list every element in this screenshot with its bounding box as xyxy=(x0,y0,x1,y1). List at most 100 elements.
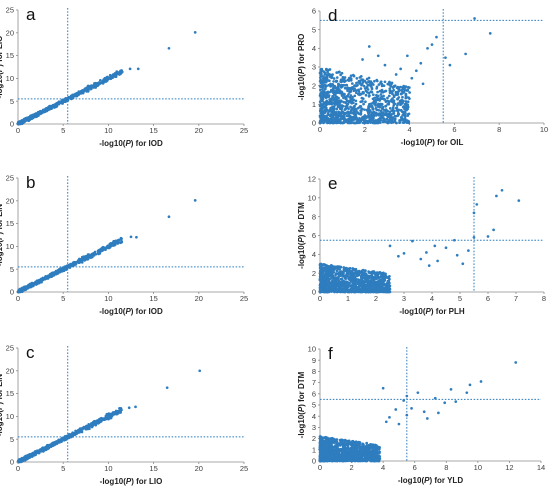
data-point xyxy=(404,106,407,110)
data-point xyxy=(115,412,119,416)
data-point xyxy=(375,85,379,89)
data-point xyxy=(364,288,368,292)
data-point xyxy=(352,282,355,286)
data-point xyxy=(390,117,394,121)
data-point xyxy=(323,87,327,91)
y-axis-label: -log10(P) for LIN xyxy=(0,374,4,436)
data-point xyxy=(61,99,65,103)
data-point xyxy=(320,84,324,88)
data-point xyxy=(353,94,357,98)
y-tick-label: 25 xyxy=(6,174,14,183)
data-point xyxy=(386,286,390,289)
data-point xyxy=(352,268,356,272)
data-point xyxy=(380,103,383,106)
data-point xyxy=(436,259,439,263)
x-tick-label: 25 xyxy=(240,294,248,303)
x-tick-label: 2 xyxy=(363,125,367,134)
data-point xyxy=(28,452,32,456)
y-tick-label: 0 xyxy=(10,458,14,467)
data-point xyxy=(25,286,28,290)
data-point xyxy=(97,82,101,86)
data-point xyxy=(397,254,400,258)
x-tick-label: 2 xyxy=(374,294,378,303)
data-point xyxy=(101,246,105,250)
data-point xyxy=(401,114,404,117)
data-point xyxy=(193,198,197,202)
data-point xyxy=(340,107,343,111)
data-point xyxy=(39,279,43,283)
data-point xyxy=(325,265,329,269)
data-point xyxy=(325,285,329,288)
data-point xyxy=(356,106,360,110)
data-point xyxy=(367,271,371,274)
data-point xyxy=(86,425,89,428)
data-point xyxy=(319,92,322,96)
data-point xyxy=(364,116,368,120)
data-point xyxy=(323,286,326,290)
data-point xyxy=(340,121,344,124)
x-axis-label: -log10(P) for PLH xyxy=(399,307,465,316)
data-point xyxy=(54,440,58,443)
data-point xyxy=(464,52,467,56)
data-point xyxy=(374,119,378,122)
x-tick-label: 20 xyxy=(195,126,203,135)
data-point xyxy=(444,56,447,60)
data-point xyxy=(110,75,113,78)
y-tick-label: 4 xyxy=(312,412,316,421)
data-point xyxy=(339,78,343,82)
data-point xyxy=(379,93,383,96)
data-point xyxy=(52,442,56,446)
data-point xyxy=(376,287,380,291)
data-point xyxy=(92,83,96,87)
data-point xyxy=(384,89,388,93)
x-tick-label: 25 xyxy=(240,126,248,135)
data-point xyxy=(338,117,342,121)
data-point xyxy=(127,406,131,410)
data-point xyxy=(349,74,353,78)
data-point xyxy=(427,264,431,267)
data-point xyxy=(198,369,202,373)
data-point xyxy=(370,90,373,94)
data-point xyxy=(349,97,353,101)
panel-letter: b xyxy=(26,173,35,192)
data-point xyxy=(320,99,324,103)
y-tick-label: 25 xyxy=(6,6,14,15)
data-point xyxy=(120,69,123,72)
data-point xyxy=(339,285,343,288)
x-tick-label: 0 xyxy=(16,294,20,303)
data-point xyxy=(368,288,372,292)
data-point xyxy=(433,244,437,248)
data-point xyxy=(104,77,108,81)
data-point xyxy=(331,112,335,116)
data-point xyxy=(30,114,34,118)
data-point xyxy=(373,284,377,288)
data-point xyxy=(47,276,50,280)
data-point xyxy=(372,271,375,275)
x-tick-label: 4 xyxy=(381,463,385,472)
y-tick-label: 10 xyxy=(308,345,316,354)
y-tick-label: 25 xyxy=(6,344,14,353)
data-point xyxy=(405,119,409,122)
data-point xyxy=(387,121,391,124)
data-point xyxy=(352,116,356,119)
y-tick-label: 0 xyxy=(312,457,316,466)
data-point xyxy=(399,67,402,71)
x-tick-label: 6 xyxy=(452,125,456,134)
data-point xyxy=(398,101,402,104)
data-point xyxy=(78,431,81,434)
data-point xyxy=(43,277,47,281)
data-point xyxy=(114,409,118,413)
data-point xyxy=(77,92,81,96)
data-point xyxy=(391,97,394,100)
data-point xyxy=(435,35,438,39)
data-point xyxy=(335,79,339,83)
data-point xyxy=(402,252,406,255)
data-point xyxy=(136,67,140,71)
y-tick-label: 10 xyxy=(6,412,14,421)
data-point xyxy=(18,459,21,463)
data-point xyxy=(368,94,371,97)
data-point xyxy=(79,89,83,93)
